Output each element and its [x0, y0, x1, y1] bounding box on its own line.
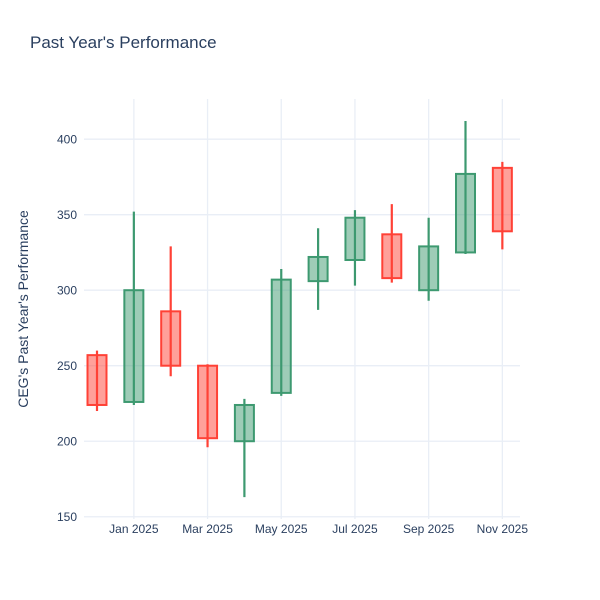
y-tick-label: 400: [57, 133, 77, 147]
candle-body: [233, 403, 255, 443]
candle-may-2025[interactable]: [270, 269, 292, 396]
y-tick-label: 200: [57, 435, 77, 449]
candle-body: [455, 172, 476, 254]
x-tick-label: Sep 2025: [403, 522, 455, 536]
y-tick-label: 350: [57, 208, 77, 222]
candle-jul-2025[interactable]: [344, 210, 366, 286]
candle-apr-2025[interactable]: [233, 398, 255, 498]
candle-body: [381, 233, 403, 280]
candle-aug-2025[interactable]: [381, 204, 403, 283]
candle-body: [86, 354, 108, 406]
candle-body: [491, 166, 513, 233]
candle-body: [123, 289, 145, 403]
candle-body: [418, 245, 440, 292]
candle-jan-2025[interactable]: [123, 211, 145, 405]
x-tick-label: Mar 2025: [182, 522, 233, 536]
candle-body: [307, 255, 329, 283]
y-tick-label: 150: [57, 510, 77, 524]
candle-body: [344, 216, 366, 261]
candle-sep-2025[interactable]: [418, 217, 440, 301]
candle-dec-2024[interactable]: [86, 350, 108, 412]
y-tick-label: 250: [57, 359, 77, 373]
y-tick-label: 300: [57, 284, 77, 298]
candle-feb-2025[interactable]: [160, 246, 182, 377]
x-tick-label: Jan 2025: [109, 522, 159, 536]
candle-body: [160, 310, 182, 367]
candle-oct-2025[interactable]: [455, 121, 476, 254]
candle-jun-2025[interactable]: [307, 228, 329, 310]
candle-mar-2025[interactable]: [197, 364, 219, 448]
x-tick-label: May 2025: [255, 522, 308, 536]
candle-body: [197, 364, 219, 440]
x-tick-label: Jul 2025: [332, 522, 378, 536]
candle-nov-2025[interactable]: [491, 161, 513, 250]
x-tick-label: Nov 2025: [477, 522, 529, 536]
chart-title: Past Year's Performance: [30, 33, 217, 52]
candle-body: [270, 278, 292, 394]
